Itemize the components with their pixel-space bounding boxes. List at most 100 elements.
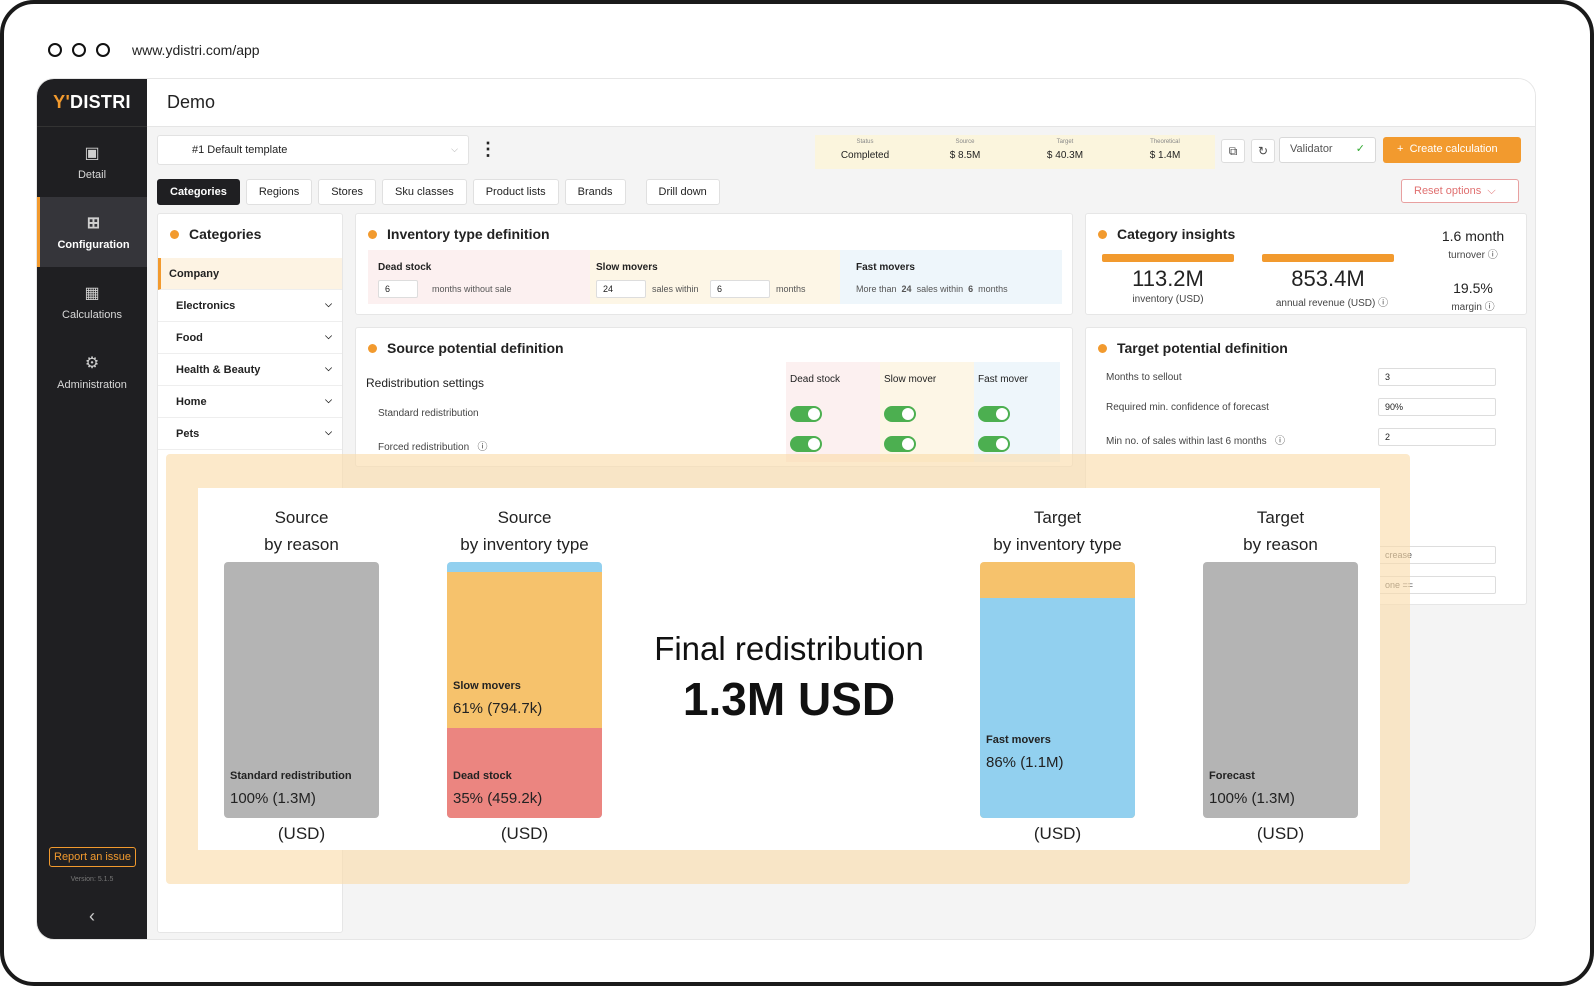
- margin-value: 19.5%: [1453, 280, 1493, 296]
- turnover-label: turnover ⓘ: [1448, 250, 1498, 261]
- stat-source: Source $ 8.5M: [949, 139, 981, 161]
- category-item[interactable]: Electronics ⌵: [158, 290, 342, 322]
- category-item[interactable]: Food ⌵: [158, 322, 342, 354]
- forecast-confidence-input[interactable]: 90%: [1378, 398, 1496, 416]
- detail-icon: ▣: [84, 145, 100, 162]
- bullet-icon: [1098, 343, 1107, 353]
- col-dead-stock: Dead stock: [790, 374, 841, 385]
- toggle-forced-slow[interactable]: [884, 436, 916, 452]
- segment-dead-stock: [447, 728, 602, 818]
- unit-label: (USD): [500, 824, 549, 843]
- categories-title: Categories: [170, 226, 261, 242]
- dead-stock-label: Dead stock: [378, 262, 432, 273]
- tab-product-lists[interactable]: Product lists: [472, 179, 559, 205]
- toolbar: #1 Default template ⌵ ⋮ Status Completed …: [157, 135, 1527, 169]
- sidebar: Y' DISTRI ▣ Detail ⊞ Configuration ▦ Calc…: [37, 79, 147, 939]
- sidebar-item-detail[interactable]: ▣ Detail: [77, 145, 107, 181]
- target-by-reason-block: Forecast 100% (1.3M): [1203, 562, 1358, 818]
- window-dot-icon: [96, 43, 110, 57]
- open-external-icon[interactable]: ⧉: [1221, 139, 1245, 163]
- tab-drill-down[interactable]: Drill down: [645, 179, 720, 205]
- final-redistribution-value: 1.3M USD: [682, 673, 896, 725]
- tab-stores[interactable]: Stores: [318, 179, 377, 205]
- target-potential-title: Target potential definition: [1098, 340, 1288, 356]
- page-title: Demo: [147, 79, 1535, 127]
- template-select[interactable]: #1 Default template ⌵: [157, 135, 469, 165]
- inventory-label: inventory (USD): [1132, 294, 1204, 305]
- tab-categories[interactable]: Categories: [157, 179, 240, 205]
- info-icon: ⓘ: [1484, 302, 1495, 313]
- segment-label: Standard redistribution: [230, 770, 352, 782]
- unit-label: (USD): [277, 824, 326, 843]
- min-sales-input[interactable]: 2: [1378, 428, 1496, 446]
- redistribution-panel: [198, 488, 1380, 850]
- info-icon: ⓘ: [477, 442, 488, 453]
- revenue-label: annual revenue (USD) ⓘ: [1275, 298, 1389, 309]
- category-insights-title: Category insights: [1098, 226, 1235, 242]
- collapse-sidebar-icon[interactable]: ‹: [89, 906, 95, 926]
- sidebar-item-configuration[interactable]: ⊞ Configuration: [37, 197, 147, 267]
- chevron-down-icon: ⌵: [1487, 185, 1496, 197]
- category-item[interactable]: Health & Beauty ⌵: [158, 354, 342, 386]
- create-calculation-button[interactable]: + Create calculation: [1383, 137, 1521, 163]
- sidebar-item-calculations[interactable]: ▦ Calculations: [62, 285, 122, 321]
- source-by-reason-header: Source by reason: [264, 508, 339, 554]
- slow-movers-months-input[interactable]: 6: [710, 280, 770, 298]
- toggle-standard-fast[interactable]: [978, 406, 1010, 422]
- refresh-icon[interactable]: ↻: [1251, 139, 1275, 163]
- segment-slow-movers: [447, 572, 602, 728]
- tab-brands[interactable]: Brands: [564, 179, 626, 205]
- logo: Y' DISTRI: [37, 79, 147, 127]
- toggle-standard-dead[interactable]: [790, 406, 822, 422]
- redistribution-settings-label: Redistribution settings: [366, 376, 485, 390]
- window-dot-icon: [72, 43, 86, 57]
- source-by-reason-block: Standard redistribution 100% (1.3M): [224, 562, 379, 818]
- segment-label: Fast movers: [986, 734, 1051, 746]
- report-issue-button[interactable]: Report an issue: [49, 847, 137, 867]
- more-options-icon[interactable]: ⋮: [479, 139, 497, 159]
- check-icon: ✓: [1355, 143, 1365, 155]
- inventory-definition-card: Inventory type definition Dead stock 6 m…: [355, 213, 1073, 315]
- info-icon: ⓘ: [1378, 298, 1389, 309]
- slow-movers-label: Slow movers: [596, 262, 658, 273]
- segment-standard-redistribution: [224, 562, 379, 818]
- window-dot-icon: [48, 43, 62, 57]
- stat-status: Status Completed: [840, 139, 890, 161]
- url-text[interactable]: www.ydistri.com/app: [132, 42, 260, 58]
- fast-movers-section: [840, 250, 1062, 304]
- segment-value: 100% (1.3M): [230, 790, 316, 807]
- segment-forecast: [1203, 562, 1358, 818]
- margin-label: margin ⓘ: [1451, 302, 1495, 313]
- bullet-icon: [170, 229, 179, 239]
- toggle-forced-fast[interactable]: [978, 436, 1010, 452]
- source-potential-card: Source potential definition Redistributi…: [355, 327, 1073, 467]
- category-item[interactable]: Pets ⌵: [158, 418, 342, 450]
- segment-label: Slow movers: [453, 680, 521, 692]
- dead-stock-months-input[interactable]: 6: [378, 280, 418, 298]
- stat-theoretical: Theoretical $ 1.4M: [1149, 139, 1181, 161]
- target-by-reason-header: Target by reason: [1243, 508, 1318, 554]
- segment-label: Forecast: [1209, 770, 1255, 782]
- toggle-forced-dead[interactable]: [790, 436, 822, 452]
- tab-sku-classes[interactable]: Sku classes: [382, 179, 467, 205]
- chevron-down-icon: ⌵: [451, 144, 458, 154]
- slow-movers-sales-input[interactable]: 24: [596, 280, 646, 298]
- fast-movers-text: More than 24 sales within 6 months: [856, 284, 1008, 294]
- inventory-value: 113.2M: [1132, 266, 1204, 291]
- bullet-icon: [368, 343, 377, 353]
- category-item[interactable]: Home ⌵: [158, 386, 342, 418]
- toggle-standard-slow[interactable]: [884, 406, 916, 422]
- unit-label: (USD): [1256, 824, 1305, 843]
- category-insights-card: Category insights 113.2M inventory (USD)…: [1085, 213, 1527, 315]
- reset-options-button[interactable]: Reset options ⌵: [1401, 179, 1519, 203]
- validator-button[interactable]: Validator ✓: [1279, 137, 1376, 163]
- sidebar-item-administration[interactable]: ⚙ Administration: [57, 355, 127, 391]
- category-company[interactable]: Company: [158, 258, 342, 290]
- forced-redistribution-label: Forced redistribution ⓘ: [378, 442, 488, 453]
- chevron-down-icon: ⌵: [325, 395, 332, 405]
- configuration-icon: ⊞: [86, 215, 101, 232]
- tab-regions[interactable]: Regions: [245, 179, 313, 205]
- months-to-sellout-input[interactable]: 3: [1378, 368, 1496, 386]
- target-by-inventory-block: Fast movers 86% (1.1M): [980, 562, 1135, 818]
